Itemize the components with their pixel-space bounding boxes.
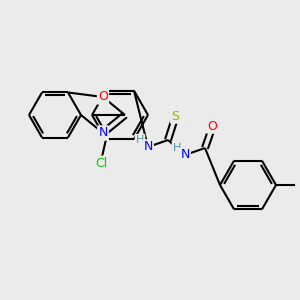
Text: O: O bbox=[98, 91, 108, 103]
Text: H: H bbox=[173, 143, 181, 153]
Text: S: S bbox=[171, 110, 179, 122]
Text: N: N bbox=[143, 140, 153, 154]
Text: Cl: Cl bbox=[95, 157, 107, 170]
Text: N: N bbox=[180, 148, 190, 161]
Text: H: H bbox=[136, 135, 144, 145]
Text: N: N bbox=[98, 127, 108, 140]
Text: O: O bbox=[207, 119, 217, 133]
